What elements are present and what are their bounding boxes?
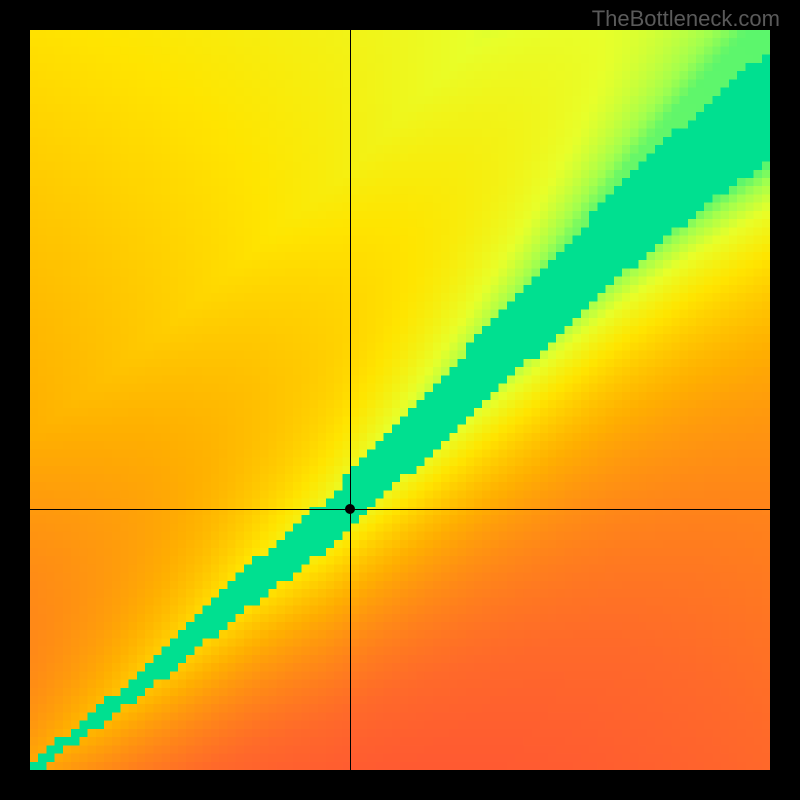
crosshair-vertical bbox=[350, 30, 351, 770]
heatmap-canvas bbox=[30, 30, 770, 770]
crosshair-horizontal bbox=[30, 509, 770, 510]
watermark-text: TheBottleneck.com bbox=[592, 6, 780, 32]
marker-point bbox=[345, 504, 355, 514]
plot-area bbox=[30, 30, 770, 770]
chart-container: TheBottleneck.com bbox=[0, 0, 800, 800]
